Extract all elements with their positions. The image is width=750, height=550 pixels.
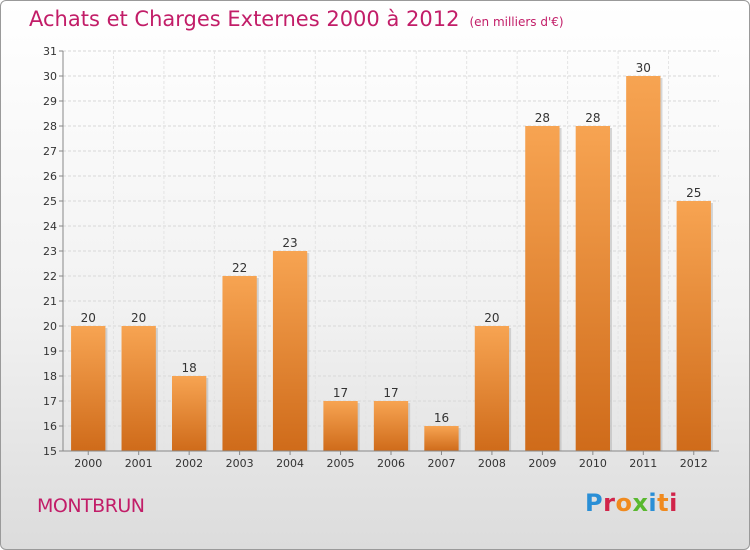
x-tick-label: 2000: [74, 457, 102, 470]
bar: [373, 401, 409, 451]
x-tick-label: 2006: [377, 457, 405, 470]
y-tick-label: 28: [43, 120, 57, 133]
x-tick-label: 2007: [427, 457, 455, 470]
x-tick-label: 2004: [276, 457, 304, 470]
x-tick-label: 2010: [579, 457, 607, 470]
data-label: 18: [182, 361, 197, 375]
bar: [575, 126, 611, 451]
axes: 15 16 17 18 19 20 21 22 23 24 25 26 27 28 29 30 31 2000 20…: [43, 45, 719, 470]
y-tick-label: 29: [43, 95, 57, 108]
y-tick-label: 27: [43, 145, 57, 158]
data-label: 20: [131, 311, 146, 325]
bars: 20 20 18 22 23 17 17 16 20 28 28 30 25: [71, 61, 713, 451]
chart-title-text: Achats et Charges Externes 2000 à 2012: [29, 7, 460, 31]
bar: [71, 326, 106, 451]
bar: [171, 376, 207, 451]
data-label: 17: [333, 386, 348, 400]
y-tick-label: 15: [43, 445, 57, 458]
y-tick-label: 25: [43, 195, 57, 208]
x-tick-label: 2008: [478, 457, 506, 470]
bar: [323, 401, 358, 451]
y-tick-label: 17: [43, 395, 57, 408]
y-tick-label: 30: [43, 70, 57, 83]
data-label: 20: [81, 311, 96, 325]
data-label: 16: [434, 411, 449, 425]
y-tick-label: 24: [43, 220, 57, 233]
data-label: 23: [282, 236, 297, 250]
y-tick-label: 20: [43, 320, 57, 333]
data-label: 28: [585, 111, 600, 125]
proxiti-logo[interactable]: Proxiti: [585, 489, 678, 517]
data-label: 20: [484, 311, 499, 325]
bar: [272, 251, 308, 451]
data-label: 25: [686, 186, 701, 200]
commune-name: MONTBRUN: [37, 495, 145, 517]
chart-title: Achats et Charges Externes 2000 à 2012 (e…: [29, 7, 564, 31]
x-tick-label: 2001: [125, 457, 153, 470]
data-label: 17: [383, 386, 398, 400]
bar: [525, 126, 560, 451]
x-tick-label: 2009: [528, 457, 556, 470]
y-tick-label: 23: [43, 245, 57, 258]
bar: [676, 201, 711, 451]
x-tick-label: 2005: [327, 457, 355, 470]
y-tick-label: 16: [43, 420, 57, 433]
bar: [121, 326, 156, 451]
bar: [626, 76, 661, 451]
x-tick-label: 2012: [680, 457, 708, 470]
y-tick-label: 26: [43, 170, 57, 183]
data-label: 22: [232, 261, 247, 275]
y-tick-label: 31: [43, 45, 57, 58]
x-tick-label: 2002: [175, 457, 203, 470]
y-tick-label: 22: [43, 270, 57, 283]
bar: [424, 426, 459, 451]
x-tick-label: 2011: [629, 457, 657, 470]
data-label: 30: [636, 61, 651, 75]
chart-subtitle: (en milliers d'€): [469, 15, 564, 29]
bar: [222, 276, 257, 451]
y-tick-label: 21: [43, 295, 57, 308]
bar: [474, 326, 510, 451]
x-tick-label: 2003: [226, 457, 254, 470]
y-tick-label: 19: [43, 345, 57, 358]
y-tick-label: 18: [43, 370, 57, 383]
data-label: 28: [535, 111, 550, 125]
